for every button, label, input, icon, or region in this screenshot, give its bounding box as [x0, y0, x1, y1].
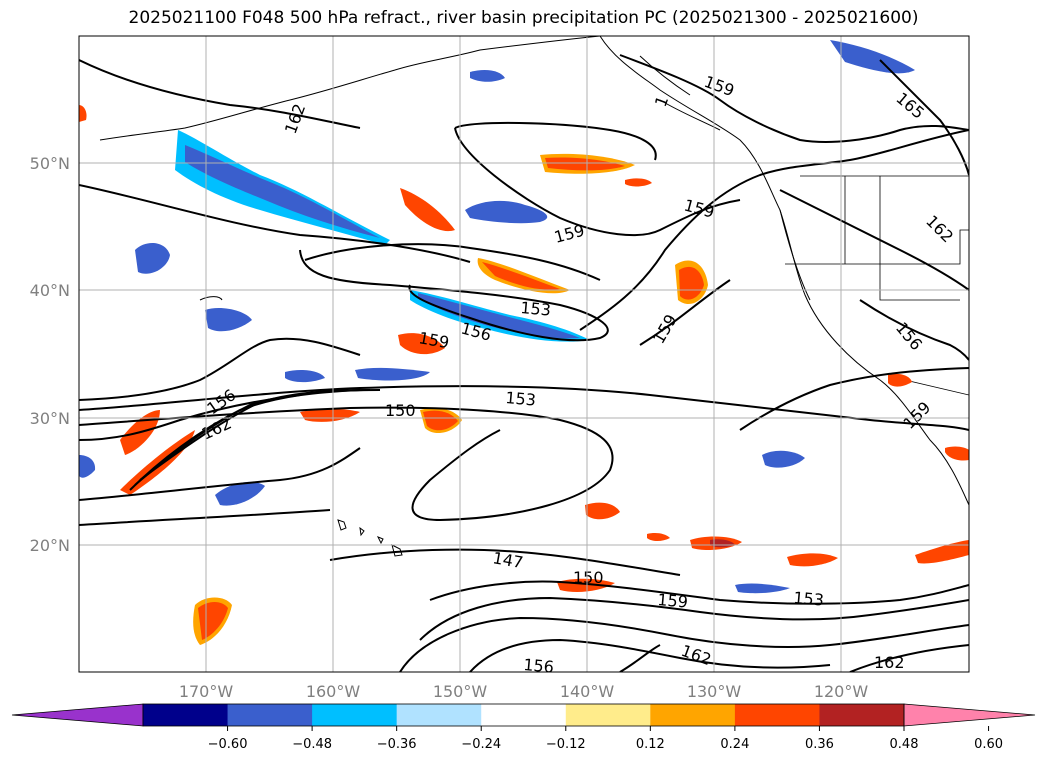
colorbar-tick-label: 0.12: [636, 737, 665, 752]
colorbar-cell: [312, 704, 398, 726]
lon-label: 140°W: [560, 682, 615, 701]
lon-label: 150°W: [433, 682, 488, 701]
colorbar-cell: [650, 704, 736, 726]
colorbar-tick-label: 0.60: [974, 737, 1003, 752]
colorbar-tick-label: −0.60: [208, 737, 248, 752]
colorbar-tick-label: −0.36: [377, 737, 417, 752]
contour-label: 150: [573, 568, 604, 587]
colorbar-extend-high: [903, 703, 1036, 727]
contour-label: 150: [385, 401, 416, 420]
contour-label: 153: [793, 588, 825, 610]
colorbar-tick-label: −0.24: [461, 737, 501, 752]
lon-label: 130°W: [687, 682, 742, 701]
colorbar-extend-low: [11, 703, 144, 727]
colorbar: −0.60 −0.48 −0.36 −0.24 −0.12 0.12 0.24 0.36 0.4…: [11, 703, 1036, 752]
contour-labels: 162 1 159 165 162 159 159 153 156 159 15…: [199, 72, 958, 677]
colorbar-tick-label: 0.48: [890, 737, 919, 752]
colorbar-cell: [396, 704, 482, 726]
colorbar-cell: [481, 704, 567, 726]
lat-label: 40°N: [30, 281, 70, 300]
colorbar-cell: [143, 704, 229, 726]
lon-label: 170°W: [179, 682, 234, 701]
contour-label: 153: [520, 298, 552, 320]
coastlines: [99, 36, 969, 557]
contour-label: 162: [874, 653, 905, 672]
colorbar-cell: [565, 704, 651, 726]
borders: [785, 175, 969, 396]
lon-label: 120°W: [814, 682, 869, 701]
colorbar-cell: [227, 704, 313, 726]
colorbar-tick-label: 0.24: [720, 737, 749, 752]
colorbar-tick-label: −0.48: [292, 737, 332, 752]
lat-label: 50°N: [30, 154, 70, 173]
lat-label: 20°N: [30, 536, 70, 555]
lon-labels: 170°W 160°W 150°W 140°W 130°W 120°W: [179, 682, 869, 701]
map-frame: [78, 35, 970, 673]
lon-label: 160°W: [306, 682, 361, 701]
contour-lines: [79, 54, 969, 672]
page-title: 2025021100 F048 500 hPa refract., river …: [128, 8, 919, 28]
colorbar-tick-label: −0.12: [546, 737, 586, 752]
contour-label: 153: [505, 388, 537, 410]
contour-label: 156: [523, 655, 555, 677]
gridlines: [79, 36, 969, 672]
colorbar-tick-label: 0.36: [805, 737, 834, 752]
contour-label: 159: [657, 590, 689, 612]
colorbar-cell: [734, 704, 820, 726]
colorbar-cell: [819, 704, 905, 726]
lat-label: 30°N: [30, 409, 70, 428]
precip-shading: [79, 40, 969, 645]
lat-labels: 50°N 40°N 30°N 20°N: [30, 154, 70, 555]
